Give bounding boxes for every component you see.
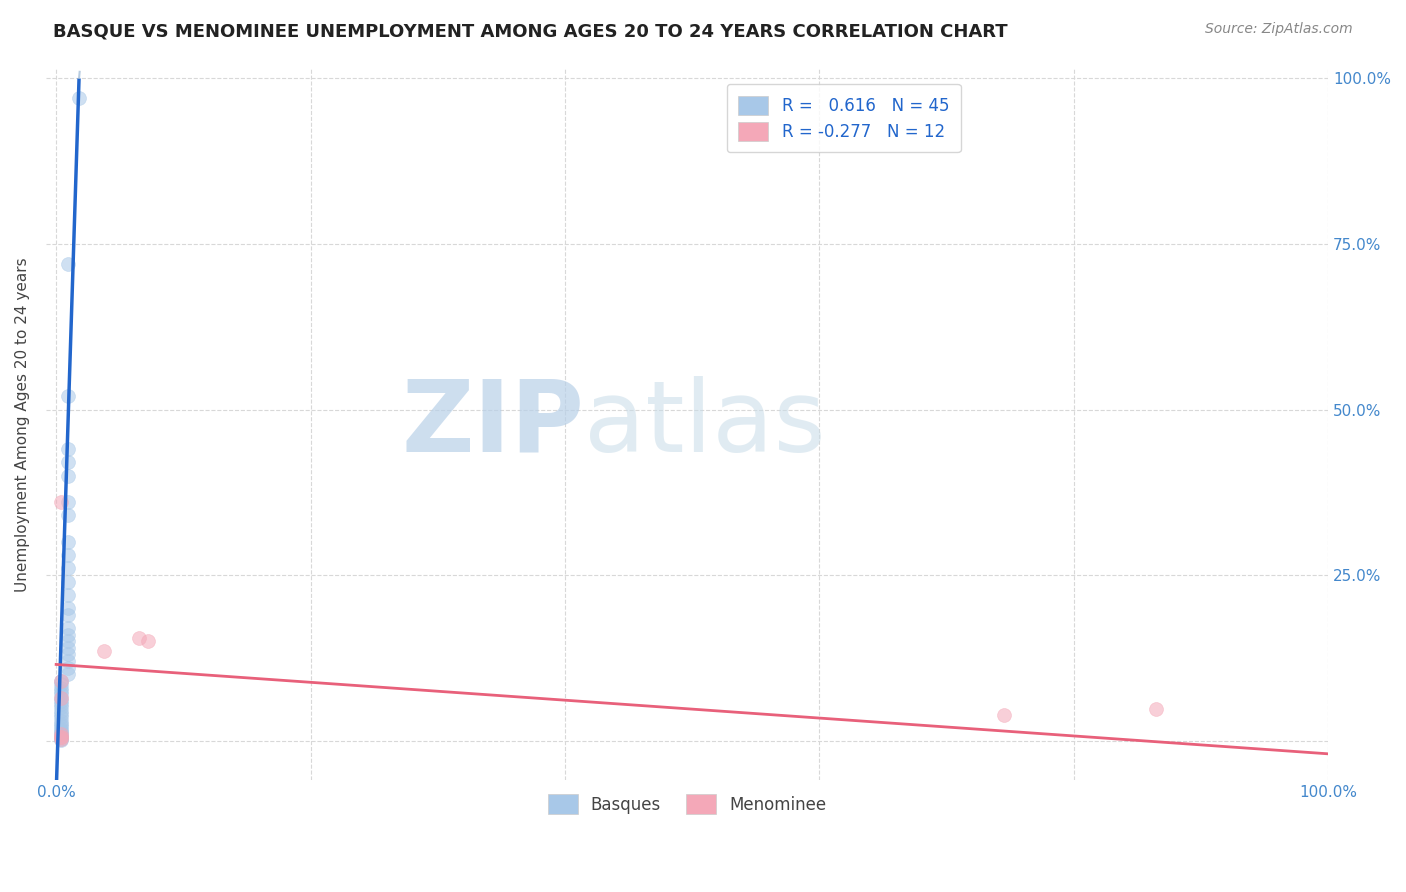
Point [51, 697, 73, 711]
Point [56, 654, 79, 668]
Point [51, 690, 73, 705]
Point [51, 717, 73, 731]
Point [51, 719, 73, 733]
Point [51, 725, 73, 739]
Y-axis label: Unemployment Among Ages 20 to 24 years: Unemployment Among Ages 20 to 24 years [15, 257, 30, 591]
Point [56, 257, 79, 271]
Point [51, 673, 73, 688]
Point [128, 631, 150, 645]
Point [51, 730, 73, 744]
Point [56, 495, 79, 509]
Text: ZIP: ZIP [402, 376, 585, 473]
Point [56, 535, 79, 549]
Legend: Basques, Menominee: Basques, Menominee [536, 783, 838, 825]
Point [56, 508, 79, 523]
Point [51, 707, 73, 722]
Point [56, 389, 79, 403]
Point [51, 731, 73, 745]
Point [993, 708, 1015, 723]
Point [56, 667, 79, 681]
Point [51, 732, 73, 747]
Point [56, 627, 79, 641]
Point [56, 442, 79, 457]
Point [51, 714, 73, 728]
Point [51, 727, 73, 741]
Point [56, 561, 79, 575]
Point [51, 677, 73, 691]
Point [51, 684, 73, 698]
Point [51, 681, 73, 695]
Point [56, 588, 79, 602]
Point [51, 673, 73, 688]
Point [67, 91, 90, 105]
Point [136, 634, 159, 648]
Text: atlas: atlas [585, 376, 827, 473]
Point [56, 640, 79, 655]
Point [51, 728, 73, 742]
Text: Source: ZipAtlas.com: Source: ZipAtlas.com [1205, 22, 1353, 37]
Point [51, 710, 73, 724]
Point [56, 634, 79, 648]
Point [1144, 702, 1167, 716]
Point [51, 694, 73, 708]
Point [51, 732, 73, 747]
Point [51, 704, 73, 718]
Point [51, 722, 73, 736]
Point [51, 731, 73, 745]
Point [56, 548, 79, 562]
Point [56, 621, 79, 635]
Point [51, 690, 73, 705]
Point [56, 468, 79, 483]
Point [56, 607, 79, 622]
Point [51, 731, 73, 746]
Point [56, 648, 79, 662]
Point [56, 601, 79, 615]
Point [51, 687, 73, 701]
Point [56, 661, 79, 675]
Text: BASQUE VS MENOMINEE UNEMPLOYMENT AMONG AGES 20 TO 24 YEARS CORRELATION CHART: BASQUE VS MENOMINEE UNEMPLOYMENT AMONG A… [53, 22, 1008, 40]
Point [56, 455, 79, 469]
Point [51, 723, 73, 738]
Point [51, 495, 73, 509]
Point [56, 574, 79, 589]
Point [51, 700, 73, 714]
Point [93, 644, 115, 658]
